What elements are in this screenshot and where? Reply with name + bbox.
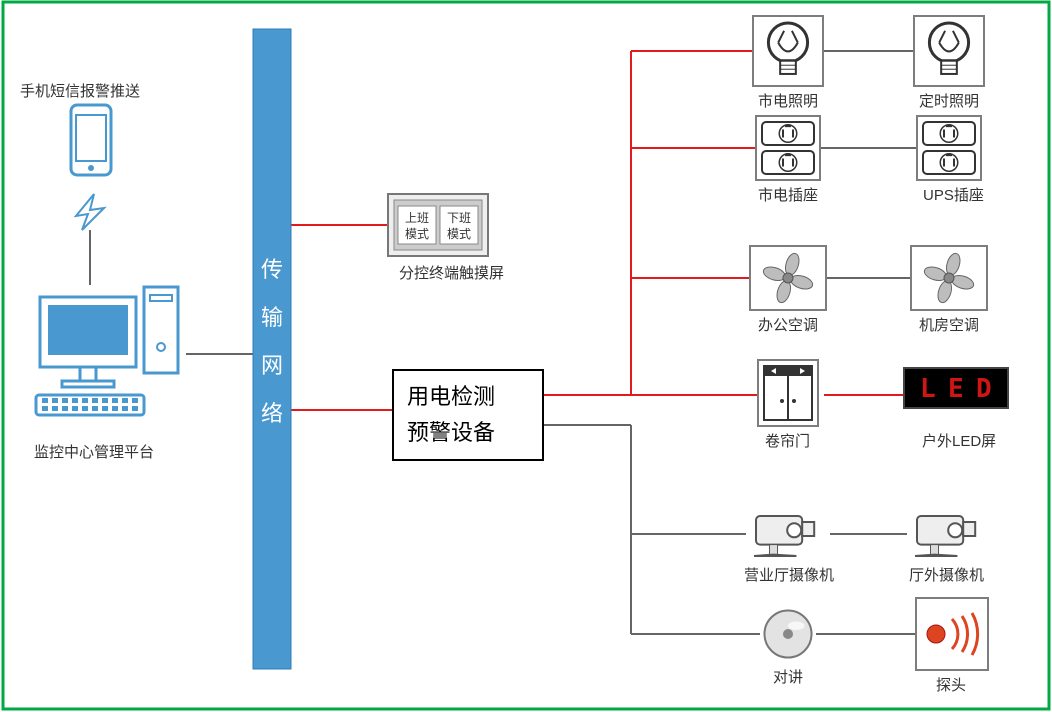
label-cam-out: 厅外摄像机 (909, 564, 984, 585)
touch-panel: 上班模式 下班模式 (388, 194, 488, 256)
acRoom-icon (911, 246, 987, 310)
detection-box: 用电检测预警设备 (393, 370, 543, 460)
label-ac-room: 机房空调 (919, 314, 979, 335)
acOffice-icon (750, 246, 826, 310)
label-light-timer: 定时照明 (919, 90, 979, 111)
led-char: D (976, 374, 992, 404)
diagram-svg: 传输网络用电检测预警设备上班模式下班模式LED (0, 0, 1052, 712)
camOut-icon (915, 516, 975, 556)
network-bar-char: 传 (261, 257, 283, 282)
label-ac-office: 办公空调 (758, 314, 818, 335)
diagram-canvas: 传输网络用电检测预警设备上班模式下班模式LED 手机短信报警推送 监控中心管理平… (0, 0, 1052, 712)
lightMains-icon (753, 16, 823, 86)
label-touch: 分控终端触摸屏 (399, 262, 504, 283)
network-bar-char: 输 (261, 305, 283, 330)
led-icon: LED (904, 368, 1008, 408)
label-shutter: 卷帘门 (765, 430, 810, 451)
network-bar: 传输网络 (253, 29, 291, 669)
label-light-mains: 市电照明 (758, 90, 818, 111)
label-sms: 手机短信报警推送 (20, 80, 140, 101)
label-sensor: 探头 (936, 674, 966, 695)
sockUps-icon (917, 116, 981, 180)
touch-button-label: 下班 (447, 211, 471, 225)
pc-icon (36, 287, 178, 415)
phone-icon (71, 105, 111, 175)
touch-button-label: 模式 (405, 227, 429, 241)
sockMains-icon (756, 116, 820, 180)
led-char: L (920, 374, 936, 404)
label-sock-mains: 市电插座 (758, 184, 818, 205)
led-char: E (948, 374, 964, 404)
label-platform: 监控中心管理平台 (34, 441, 154, 462)
touch-button-label: 模式 (447, 227, 471, 241)
label-cam-in: 营业厅摄像机 (744, 564, 834, 585)
label-led: 户外LED屏 (922, 430, 996, 451)
label-intercom: 对讲 (773, 666, 803, 687)
label-sock-ups: UPS插座 (923, 184, 984, 205)
detection-line1: 用电检测 (407, 384, 495, 409)
shutter-icon (758, 360, 818, 426)
detection-line2: 预警设备 (407, 420, 495, 445)
touch-button-label: 上班 (405, 211, 429, 225)
sensor-icon (916, 598, 988, 670)
camIn-icon (754, 516, 814, 556)
lightTimer-icon (914, 16, 984, 86)
bolt-icon (76, 194, 104, 230)
network-bar-char: 络 (261, 401, 283, 426)
network-bar-char: 网 (261, 353, 283, 378)
intercom-icon (764, 610, 811, 657)
